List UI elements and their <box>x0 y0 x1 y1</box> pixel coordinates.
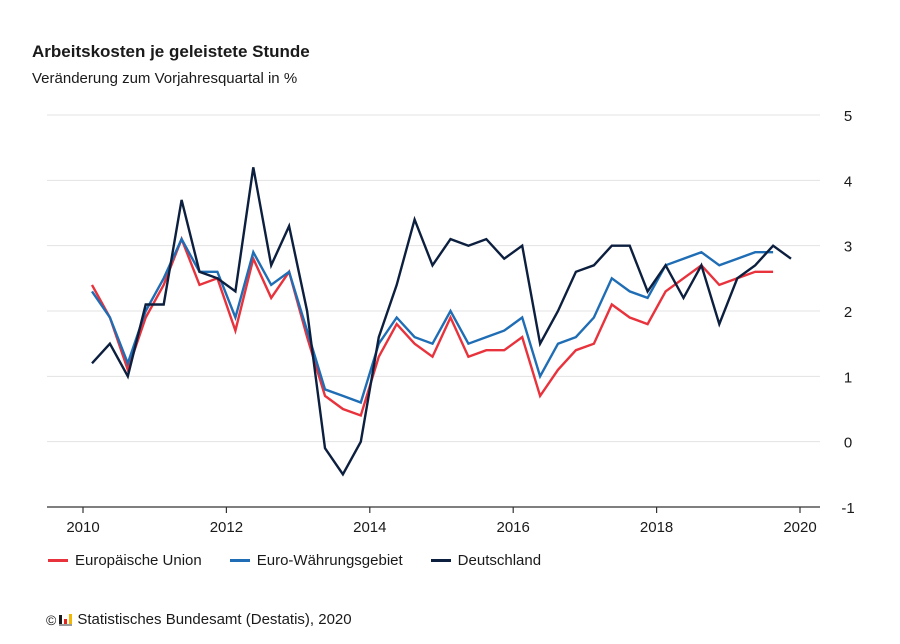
series-line-eu <box>90 235 774 418</box>
legend-label-germany: Deutschland <box>457 552 542 569</box>
legend-swatch-germany <box>430 559 451 562</box>
y-tick-label: 3 <box>844 239 852 256</box>
series-line-euro-area <box>91 236 774 405</box>
source-footer: © Statistisches Bundesamt (Destatis), 20… <box>46 611 352 628</box>
legend-item-eu[interactable]: Europäische Union <box>48 552 202 569</box>
legend-item-germany[interactable]: Deutschland <box>430 552 542 569</box>
legend-label-euro-area: Euro-Währungsgebiet <box>256 552 403 569</box>
chart-title: Arbeitskosten je geleistete Stunde <box>32 42 310 61</box>
x-tick-label: 2018 <box>640 519 673 536</box>
series-lines <box>90 167 792 477</box>
x-tick-label: 2020 <box>783 519 816 536</box>
x-tick-label: 2010 <box>66 519 99 536</box>
destatis-logo-icon <box>59 613 73 626</box>
legend-item-euro-area[interactable]: Euro-Währungsgebiet <box>229 552 403 569</box>
y-tick-label: 2 <box>844 304 852 321</box>
legend-label-eu: Europäische Union <box>75 552 202 569</box>
y-axis-ticks: 5 4 3 2 1 0 -1 <box>841 108 854 517</box>
y-tick-label: 5 <box>844 108 852 125</box>
x-axis: 2010 2012 2014 2016 2018 2020 <box>47 506 820 536</box>
x-tick-label: 2012 <box>210 519 243 536</box>
copyright-icon: © <box>46 611 57 628</box>
source-text: Statistisches Bundesamt (Destatis), 2020 <box>77 611 352 628</box>
y-tick-label: 4 <box>844 173 852 190</box>
gridlines <box>47 114 820 443</box>
x-tick-label: 2014 <box>353 519 386 536</box>
series-line-germany <box>91 167 792 477</box>
y-tick-label: 0 <box>844 435 852 452</box>
legend: Europäische Union Euro-Währungsgebiet De… <box>48 552 569 569</box>
x-tick-label: 2016 <box>497 519 530 536</box>
y-tick-label: 1 <box>844 369 852 386</box>
y-tick-label: -1 <box>841 500 854 517</box>
legend-swatch-eu <box>48 559 68 562</box>
chart-subtitle: Veränderung zum Vorjahresquartal in % <box>32 70 298 87</box>
legend-swatch-euro-area <box>229 559 250 562</box>
